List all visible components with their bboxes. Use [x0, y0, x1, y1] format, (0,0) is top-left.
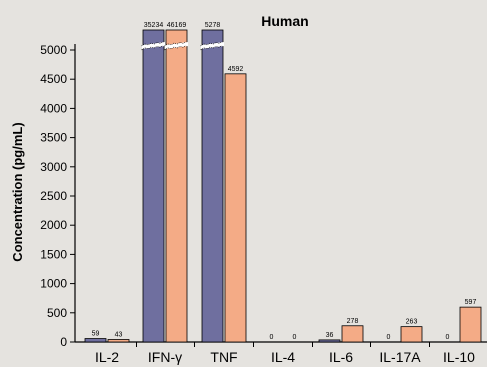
data-label: 278 — [347, 318, 359, 325]
bar-tnf-s2 — [224, 73, 247, 343]
x-tick-label: IL-10 — [443, 349, 475, 365]
data-label: 263 — [406, 319, 418, 326]
x-tick-label: TNF — [210, 349, 237, 365]
bar-ifn-s1 — [142, 29, 165, 343]
labels: 59 43 IL-2 35234 46169 IFN-γ 5278 4592 TNF 0 0 IL-4… — [92, 22, 477, 365]
axis-break-gap — [142, 42, 165, 49]
y-tick-label: 2000 — [40, 218, 67, 232]
axis-break-mark — [141, 45, 164, 51]
bar-il10-s2 — [459, 306, 482, 343]
data-label: 4592 — [228, 66, 244, 73]
data-label: 0 — [270, 334, 274, 341]
bar-tnf-s1 — [201, 29, 224, 343]
data-label: 35234 — [144, 22, 164, 29]
y-axis-label: Concentration (pg/mL) — [10, 122, 25, 261]
axis-break-mark — [164, 41, 187, 47]
y-tick-label: 500 — [47, 306, 67, 320]
bar-il2-s2 — [107, 339, 130, 343]
axis-break-mark — [200, 45, 223, 51]
axis-break-mark — [141, 41, 164, 47]
bar-il6-s1 — [318, 339, 341, 343]
axis-break-gap — [201, 42, 224, 49]
x-tick-label: IL-6 — [329, 349, 353, 365]
bar-ifn-s2 — [165, 29, 188, 343]
data-label: 43 — [115, 331, 123, 338]
y-tick-label: 1000 — [40, 277, 67, 291]
axis-break-mark — [164, 45, 187, 51]
x-tick-label: IL-2 — [95, 349, 119, 365]
y-tick-label: 4000 — [40, 101, 67, 115]
data-label: 59 — [92, 331, 100, 338]
x-tick-label: IL-17A — [379, 349, 421, 365]
y-tick-label: 5000 — [40, 43, 67, 57]
y-tick-label: 4500 — [40, 72, 67, 86]
data-label: 46169 — [167, 22, 187, 29]
data-label: 0 — [387, 334, 391, 341]
y-tick-label: 3500 — [40, 131, 67, 145]
bars — [84, 29, 482, 343]
data-label: 5278 — [205, 22, 221, 29]
data-label: 36 — [326, 332, 334, 339]
bar-il17a-s2 — [400, 326, 423, 343]
y-tick-label: 0 — [60, 335, 67, 349]
bar-il6-s2 — [341, 325, 364, 343]
data-label: 597 — [465, 299, 477, 306]
axes: 0 500 1000 1500 2000 2500 3000 3500 4000 4500 5000 — [40, 43, 487, 349]
axis-break-mark — [200, 41, 223, 47]
axis-break-gap — [165, 42, 188, 49]
y-tick-label: 2500 — [40, 189, 67, 203]
x-tick-label: IFN-γ — [148, 349, 182, 365]
y-tick-label: 3000 — [40, 160, 67, 174]
x-tick-label: IL-4 — [271, 349, 295, 365]
bar-il2-s1 — [84, 338, 107, 343]
data-label: 0 — [293, 334, 297, 341]
data-label: 0 — [446, 334, 450, 341]
y-tick-label: 1500 — [40, 247, 67, 261]
chart-title: Human — [261, 13, 308, 29]
